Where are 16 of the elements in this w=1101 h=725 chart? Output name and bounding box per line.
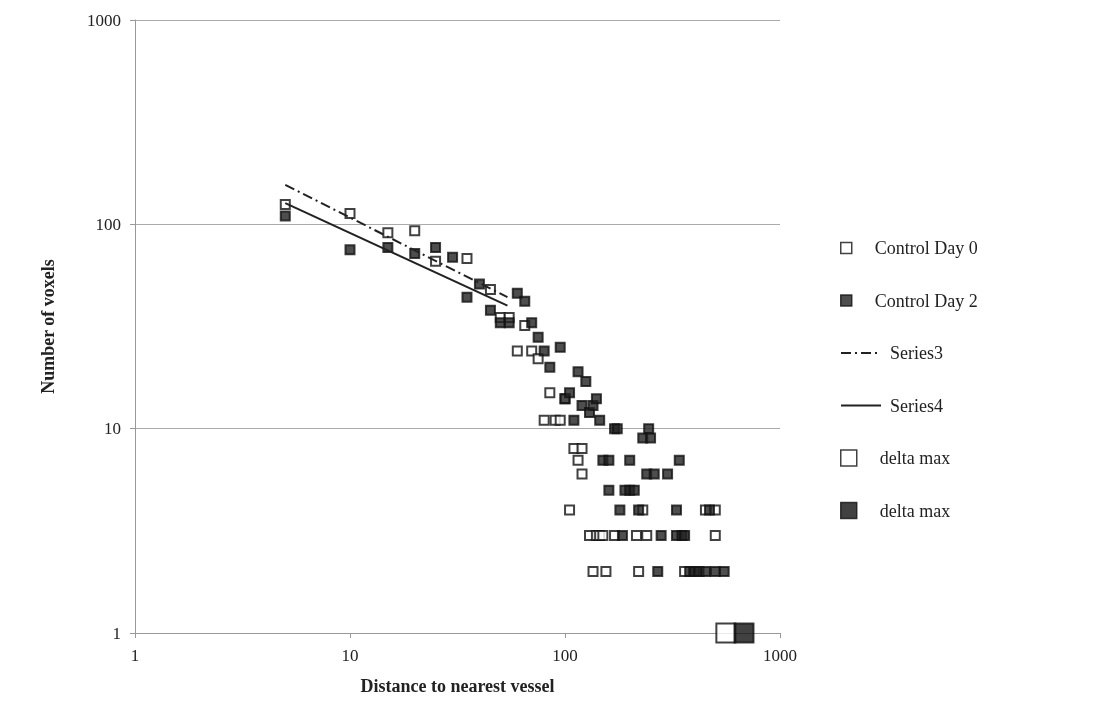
legend-label: Control Day 2 xyxy=(874,290,978,311)
y-tick-label: 10 xyxy=(104,419,121,439)
legend-label: Series4 xyxy=(890,395,943,416)
x-tick-label: 10 xyxy=(341,646,359,665)
legend-label: delta max xyxy=(879,448,951,468)
legend-label: delta max xyxy=(879,500,951,521)
y-tick-label: 1 xyxy=(112,623,121,643)
y-tick-label: 100 xyxy=(95,214,121,234)
y-axis-title: Number of voxels xyxy=(38,259,58,394)
x-axis-title: Distance to nearest vessel xyxy=(360,676,555,696)
legend-label: Series3 xyxy=(890,343,943,363)
y-tick-label: 1000 xyxy=(87,10,121,30)
x-tick-label: 1000 xyxy=(763,646,797,665)
x-tick-label: 100 xyxy=(552,646,578,665)
legend-label: Control Day 0 xyxy=(874,238,978,258)
x-tick-label: 1 xyxy=(130,646,140,665)
